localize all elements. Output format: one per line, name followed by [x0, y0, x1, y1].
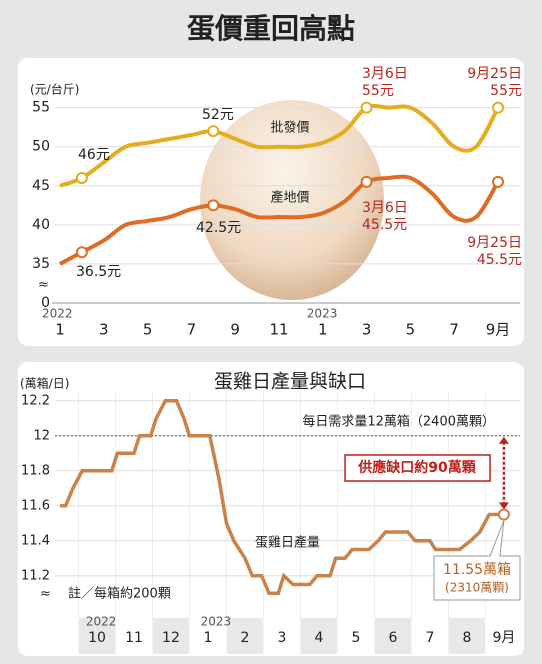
y-tick-label: 11.6: [21, 498, 50, 513]
x-tick-label: 7: [449, 321, 459, 339]
x-tick-label: 3: [99, 321, 109, 339]
y-tick-label: 45: [32, 178, 50, 194]
month-band: [448, 618, 486, 654]
series-line: [60, 399, 504, 595]
x-tick-label: 5: [351, 630, 360, 646]
reference-label: 每日需求量12萬箱（2400萬顆）: [302, 413, 495, 429]
x-tick-label: 1: [318, 321, 328, 339]
x-tick-label: 9月: [492, 630, 515, 646]
point-marker: [360, 101, 373, 114]
annotation: 46元: [78, 147, 110, 163]
x-tick-label: 11: [269, 321, 288, 339]
series-label: 批發價: [270, 121, 309, 136]
month-band: [115, 618, 153, 654]
callout: [433, 520, 521, 601]
point-marker: [75, 246, 88, 259]
x-tick-label: 8: [462, 630, 471, 646]
x-tick-label: 5: [143, 321, 153, 339]
month-band: [263, 618, 301, 654]
y-tick-label: 0: [41, 295, 50, 311]
x-tick-label: 1: [55, 321, 65, 339]
year-label: 2022: [86, 615, 117, 629]
y-tick-label: 11.8: [21, 463, 50, 478]
annotation: 3月6日: [362, 66, 408, 82]
x-tick-label: 6: [388, 630, 397, 646]
egg-image: [200, 100, 384, 300]
x-tick-label: 9月: [486, 321, 511, 339]
x-tick-label: 3: [362, 321, 372, 339]
annotation: 45.5元: [477, 252, 522, 268]
point-marker: [75, 171, 88, 184]
axis-break: ≈: [38, 278, 49, 293]
annotation: 42.5元: [196, 220, 241, 236]
annotation: 52元: [202, 107, 234, 123]
x-tick-label: 4: [314, 630, 323, 646]
y-axis-label: (萬箱/日): [20, 376, 69, 391]
x-tick-label: 10: [88, 630, 106, 646]
x-tick-label: 9: [230, 321, 240, 339]
annotation: 55元: [490, 83, 522, 99]
month-band: [411, 618, 449, 654]
point-marker: [207, 125, 220, 138]
chart-title: 蛋雞日產量與缺口: [214, 371, 366, 393]
series-line: [59, 174, 500, 266]
x-tick-label: 1: [204, 630, 213, 646]
month-band: [226, 618, 264, 654]
point-marker: [207, 199, 220, 212]
main-title: 蛋價重回高點: [187, 12, 355, 45]
y-tick-label: 35: [32, 256, 50, 272]
annotation: 3月6日: [362, 200, 408, 216]
x-tick-label: 7: [425, 630, 434, 646]
month-band: [189, 618, 227, 654]
month-band: [374, 618, 412, 654]
point-marker: [492, 175, 504, 188]
x-tick-label: 5: [406, 321, 416, 339]
point-marker: [497, 508, 510, 521]
axis-break: ≈: [40, 587, 51, 602]
year-label: 2023: [307, 307, 338, 321]
month-band: [485, 618, 523, 654]
annotation: 9月25日: [467, 66, 522, 82]
y-tick-label: 12: [33, 428, 50, 443]
year-label: 2022: [42, 307, 73, 321]
annotation: 55元: [362, 83, 394, 99]
series-label: 產地價: [270, 190, 309, 206]
gap-label: 供應缺口約90萬顆: [357, 459, 476, 476]
note: 註／每箱約200顆: [68, 586, 171, 602]
point-marker: [492, 101, 504, 114]
y-tick-label: 55: [32, 100, 50, 116]
y-axis-label: (元/台斤): [30, 82, 79, 97]
annotation: 45.5元: [362, 217, 407, 233]
point-label: 11.55萬箱: [443, 562, 511, 578]
month-band: [78, 618, 116, 654]
point-marker: [360, 175, 373, 188]
point-label: (2310萬顆): [445, 581, 509, 595]
gap-box: [344, 454, 491, 482]
annotation: 36.5元: [76, 264, 121, 280]
y-tick-label: 11.4: [21, 533, 50, 548]
month-band: [300, 618, 338, 654]
year-label: 2023: [201, 615, 232, 629]
x-tick-label: 2: [240, 630, 249, 646]
series-line: [59, 103, 500, 188]
y-tick-label: 12.2: [21, 393, 50, 408]
month-band: [152, 618, 190, 654]
x-tick-label: 11: [125, 630, 143, 646]
series-label: 蛋雞日產量: [255, 535, 320, 551]
month-band: [337, 618, 375, 654]
x-tick-label: 12: [162, 630, 180, 646]
y-tick-label: 11.2: [21, 568, 50, 583]
annotation: 9月25日: [467, 235, 522, 251]
x-tick-label: 3: [277, 630, 286, 646]
y-tick-label: 40: [32, 217, 50, 233]
x-tick-label: 7: [187, 321, 197, 339]
y-tick-label: 50: [32, 139, 50, 155]
